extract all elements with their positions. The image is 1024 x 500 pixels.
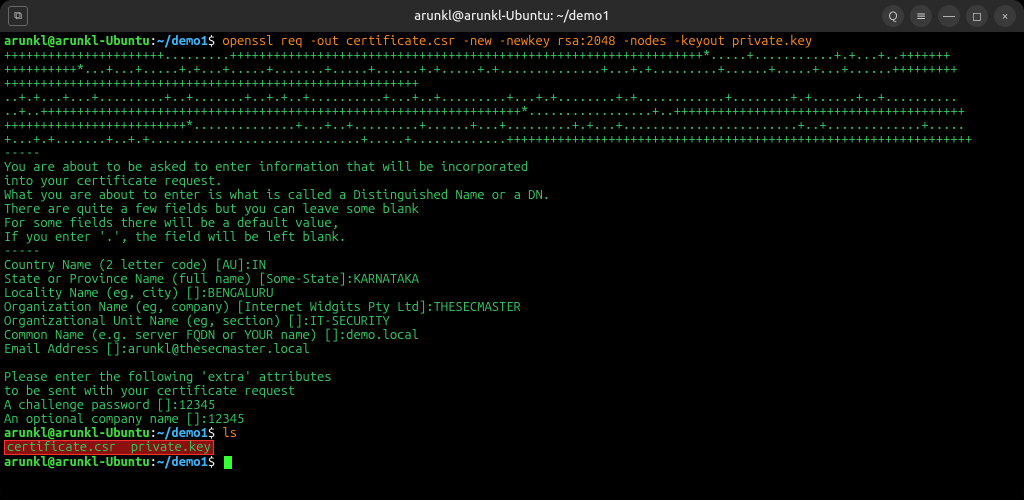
field-6: Email Address []:arunkl@thesecmaster.loc… <box>4 342 310 356</box>
field-0: Country Name (2 letter code) [AU]:IN <box>4 258 266 272</box>
intro-6: ----- <box>4 244 40 258</box>
keygen-4: ..+..+++++++++++++++++++++++++++++++++++… <box>4 104 965 118</box>
terminal-body[interactable]: arunkl@arunkl-Ubuntu:~/demo1$ openssl re… <box>0 32 1024 500</box>
intro-0: You are about to be asked to enter infor… <box>4 160 528 174</box>
titlebar: ⧉ arunkl@arunkl-Ubuntu: ~/demo1 Q ≡ — ◻ … <box>0 0 1024 32</box>
ls-output-highlight: certificate.csr private.key <box>4 440 214 455</box>
prompt-sep-2: : <box>150 426 157 440</box>
prompt-dollar: $ <box>208 34 215 48</box>
prompt-user-3: arunkl@arunkl-Ubuntu <box>4 455 150 469</box>
field-2: Locality Name (eg, city) []:BENGALURU <box>4 286 273 300</box>
intro-1: into your certificate request. <box>4 174 222 188</box>
prompt-user-2: arunkl@arunkl-Ubuntu <box>4 426 150 440</box>
keygen-2: ++++++++++++++++++++++++++++++++++++++++… <box>4 76 419 90</box>
close-button[interactable]: × <box>994 5 1016 27</box>
field-3: Organization Name (eg, company) [Interne… <box>4 300 521 314</box>
prompt-cwd: ~/demo1 <box>157 34 208 48</box>
extra-3: A challenge password []:12345 <box>4 398 215 412</box>
keygen-5: +++++++++++++++++++++++++*..............… <box>4 118 965 132</box>
command-1: openssl req -out certificate.csr -new -n… <box>222 34 812 48</box>
window-title: arunkl@arunkl-Ubuntu: ~/demo1 <box>414 9 609 23</box>
maximize-button[interactable]: ◻ <box>966 5 988 27</box>
extra-2: to be sent with your certificate request <box>4 384 295 398</box>
extra-4: An optional company name []:12345 <box>4 412 244 426</box>
terminal-icon: ⧉ <box>8 6 28 26</box>
minimize-button[interactable]: — <box>938 5 960 27</box>
terminal-window: ⧉ arunkl@arunkl-Ubuntu: ~/demo1 Q ≡ — ◻ … <box>0 0 1024 500</box>
cursor <box>224 456 232 469</box>
keygen-1: ++++++++++*...+...+.....+.+...+.....+...… <box>4 62 958 76</box>
prompt-sep-3: : <box>150 455 157 469</box>
prompt-user: arunkl@arunkl-Ubuntu <box>4 34 150 48</box>
prompt-dollar-3: $ <box>208 455 215 469</box>
field-5: Common Name (e.g. server FQDN or YOUR na… <box>4 328 419 342</box>
keygen-0: ++++++++++++++++++++++.........+++++++++… <box>4 48 950 62</box>
command-2: ls <box>222 426 237 440</box>
keygen-7: ----- <box>4 146 40 160</box>
field-4: Organizational Unit Name (eg, section) [… <box>4 314 390 328</box>
intro-5: If you enter '.', the field will be left… <box>4 230 346 244</box>
prompt-cwd-2: ~/demo1 <box>157 426 208 440</box>
keygen-6: +...+.+.......+..+.+....................… <box>4 132 972 146</box>
menu-button[interactable]: ≡ <box>910 5 932 27</box>
prompt-dollar-2: $ <box>208 426 215 440</box>
intro-2: What you are about to enter is what is c… <box>4 188 550 202</box>
prompt-sep: : <box>150 34 157 48</box>
prompt-cwd-3: ~/demo1 <box>157 455 208 469</box>
field-1: State or Province Name (full name) [Some… <box>4 272 419 286</box>
search-button[interactable]: Q <box>882 5 904 27</box>
keygen-3: ..+.+...+...+.........+..+.......+..+.+.… <box>4 90 958 104</box>
intro-3: There are quite a few fields but you can… <box>4 202 419 216</box>
extra-1: Please enter the following 'extra' attri… <box>4 370 332 384</box>
intro-4: For some fields there will be a default … <box>4 216 339 230</box>
